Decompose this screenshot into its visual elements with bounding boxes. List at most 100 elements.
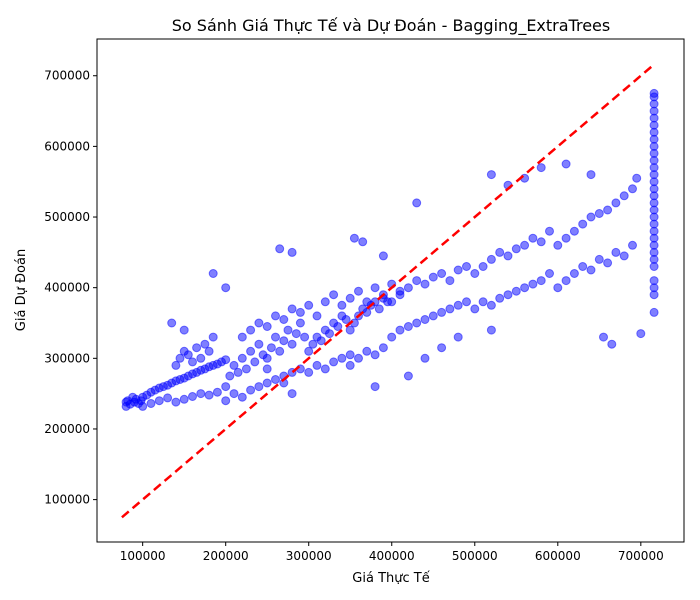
data-point [649, 226, 659, 236]
data-point [603, 258, 613, 268]
data-point [304, 367, 314, 377]
data-point [312, 311, 322, 321]
x-tick-label: 400000 [369, 549, 415, 563]
data-point [649, 240, 659, 250]
data-point [649, 307, 659, 317]
data-point [611, 198, 621, 208]
data-point [325, 329, 334, 339]
x-tick-label: 600000 [535, 549, 581, 563]
data-point [428, 272, 438, 282]
points-layer [121, 88, 659, 411]
data-point [354, 286, 363, 296]
data-point [179, 394, 189, 404]
data-point [453, 300, 463, 310]
data-point [183, 350, 193, 360]
data-point [154, 396, 164, 406]
x-tick-label: 700000 [618, 549, 664, 563]
data-point [370, 350, 380, 360]
data-point [503, 290, 513, 300]
data-point [586, 212, 596, 222]
data-point [295, 318, 305, 328]
data-point [237, 353, 247, 363]
data-point [486, 254, 496, 264]
data-point [520, 240, 530, 250]
data-point [561, 159, 571, 169]
reference-line-layer [121, 63, 655, 519]
data-point [545, 226, 554, 236]
data-point [628, 184, 637, 194]
data-point [275, 346, 285, 356]
data-point [412, 318, 422, 328]
data-point [462, 297, 471, 307]
data-point [370, 283, 380, 293]
data-point [553, 283, 563, 293]
data-point [287, 304, 297, 314]
data-point [528, 279, 538, 289]
data-point [412, 198, 422, 208]
data-point [354, 353, 363, 363]
data-point [649, 254, 659, 264]
x-axis-label: Giá Thực Tế [352, 571, 429, 586]
y-tick-label: 400000 [44, 281, 90, 295]
data-point [179, 325, 189, 335]
data-point [246, 346, 256, 356]
data-point [569, 226, 579, 236]
data-point [649, 198, 659, 208]
y-tick-label: 100000 [44, 493, 90, 507]
data-point [649, 113, 659, 123]
data-point [241, 364, 251, 374]
data-point [349, 233, 359, 243]
data-point [362, 297, 372, 307]
data-point [636, 329, 646, 339]
data-point [370, 382, 380, 392]
data-point [246, 325, 256, 335]
data-point [287, 247, 297, 257]
data-point [387, 332, 397, 342]
data-point [266, 343, 276, 353]
data-point [649, 127, 659, 137]
data-point [420, 279, 430, 289]
data-point [619, 191, 629, 201]
data-point [462, 262, 471, 271]
data-point [208, 332, 218, 342]
data-point [275, 244, 285, 254]
data-point [337, 300, 347, 310]
data-point [237, 392, 247, 402]
y-axis-label: Giá Dự Đoán [14, 249, 29, 331]
data-point [362, 307, 372, 317]
data-point [287, 339, 297, 349]
data-point [420, 353, 430, 363]
data-point [569, 269, 579, 278]
data-point [320, 297, 330, 307]
x-tick-label: 500000 [452, 549, 498, 563]
data-point [221, 355, 231, 365]
data-point [528, 233, 538, 243]
data-point [378, 343, 388, 353]
y-tick-label: 500000 [44, 210, 90, 224]
data-point [171, 397, 181, 407]
data-point [300, 332, 310, 342]
data-point [345, 293, 355, 303]
y-tick-label: 300000 [44, 351, 90, 365]
data-point [578, 262, 588, 271]
data-point [175, 353, 185, 363]
data-point [271, 311, 280, 321]
data-point [445, 276, 455, 286]
data-point [611, 247, 621, 257]
data-point [333, 322, 343, 331]
data-point [403, 283, 413, 293]
data-point [561, 276, 571, 286]
data-point [250, 357, 260, 367]
data-point [495, 247, 505, 257]
data-point [254, 318, 264, 328]
data-point [196, 353, 206, 363]
data-point [358, 237, 368, 247]
data-point [649, 184, 659, 194]
data-point [486, 170, 496, 180]
data-point [603, 205, 613, 215]
data-point [262, 378, 272, 388]
y-tick-label: 200000 [44, 422, 90, 436]
data-point [428, 311, 438, 321]
data-point [437, 269, 447, 278]
data-point [233, 367, 243, 377]
